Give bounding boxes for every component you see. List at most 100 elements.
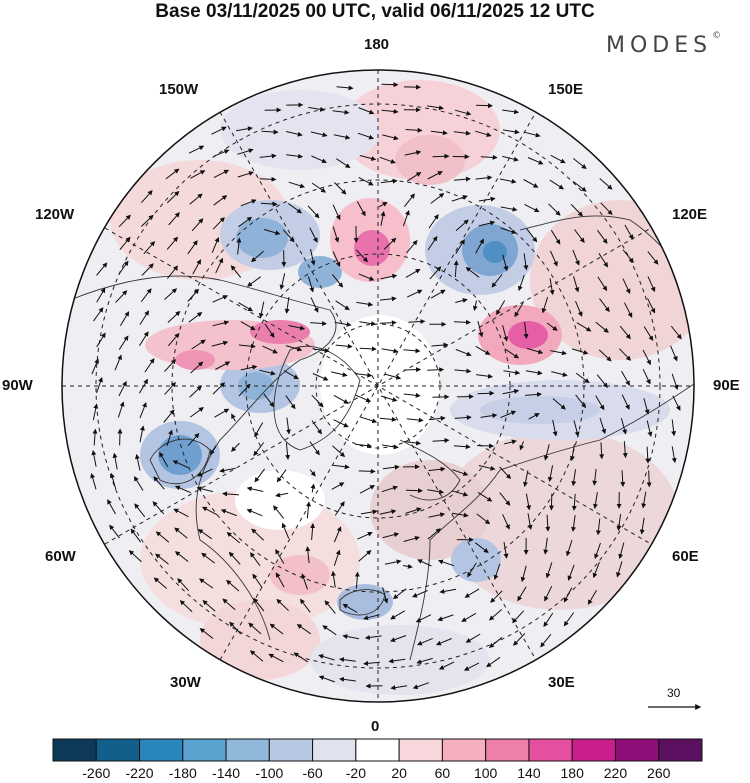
wind-arrow xyxy=(451,490,469,497)
lon-label-180: 180 xyxy=(364,36,390,53)
wind-arrow xyxy=(140,288,152,303)
wind-arrow xyxy=(236,126,253,132)
wind-arrow xyxy=(381,348,399,354)
wind-arrow xyxy=(671,373,679,390)
wind-arrow xyxy=(570,204,583,217)
wind-arrow xyxy=(622,441,628,459)
colorbar-tick-label: -100 xyxy=(255,765,284,781)
wind-arrow xyxy=(212,320,230,327)
wind-arrow xyxy=(238,216,253,228)
wind-arrow xyxy=(287,203,303,214)
colorbar-bin xyxy=(95,738,141,762)
wind-arrow xyxy=(310,297,319,313)
wind-arrow xyxy=(416,657,433,665)
wind-arrow xyxy=(342,603,358,613)
wind-arrow xyxy=(380,211,386,226)
colorbar-bin xyxy=(182,738,227,762)
wind-arrow xyxy=(463,662,480,671)
wind-arrow xyxy=(575,301,583,317)
wind-arrow xyxy=(527,513,533,530)
wind-arrow xyxy=(545,514,551,532)
wind-arrow xyxy=(174,527,188,539)
wind-arrow xyxy=(240,364,258,371)
wind-arrow xyxy=(246,276,261,287)
wind-arrow xyxy=(621,394,630,410)
wind-arrow xyxy=(478,220,496,227)
wind-arrow xyxy=(220,509,237,517)
wind-arrow xyxy=(251,528,265,541)
wind-arrow xyxy=(380,178,398,184)
wind-arrow xyxy=(336,158,351,169)
wind-arrow xyxy=(600,202,613,216)
wind-arrow xyxy=(355,249,368,263)
wind-arrow xyxy=(390,685,408,691)
wind-arrow xyxy=(552,398,566,410)
wind-arrow xyxy=(388,658,406,664)
wind-arrow xyxy=(240,199,257,207)
wind-arrow xyxy=(475,175,493,181)
wind-arrow xyxy=(112,452,118,470)
wind-arrow xyxy=(541,296,549,314)
wind-arrow xyxy=(599,417,607,435)
wind-arrow xyxy=(417,559,432,567)
wind-arrow xyxy=(500,410,517,419)
wind-arrow xyxy=(379,296,397,302)
wind-arrow xyxy=(415,614,432,623)
wind-arrow xyxy=(118,260,129,275)
wind-arrow xyxy=(428,415,446,421)
wind-arrow xyxy=(550,250,558,267)
wind-arrow xyxy=(427,367,445,373)
wind-arrow xyxy=(546,322,558,331)
wind-arrow xyxy=(360,509,378,515)
wind-arrow xyxy=(138,378,149,394)
modes-brand-logo: MODES© xyxy=(606,31,722,58)
wind-arrow xyxy=(461,612,477,622)
wind-arrow xyxy=(359,485,376,494)
lon-label-30w: 30W xyxy=(170,674,201,691)
wind-arrow xyxy=(332,464,350,470)
wind-arrow xyxy=(360,416,378,424)
wind-arrow xyxy=(139,425,145,443)
wind-arrow xyxy=(476,373,493,379)
wind-arrow xyxy=(301,573,308,590)
wind-arrow xyxy=(335,300,350,311)
wind-arrow xyxy=(572,181,587,192)
wind-arrow xyxy=(480,413,498,419)
wind-arrow xyxy=(565,539,573,557)
wind-arrow xyxy=(166,429,173,446)
wind-arrow xyxy=(211,236,220,253)
wind-arrow xyxy=(248,622,262,635)
wind-arrow xyxy=(215,361,231,370)
wind-arrow xyxy=(502,388,520,395)
wind-arrow xyxy=(310,523,316,541)
colorbar-tick-label: -20 xyxy=(345,765,366,781)
colorbar-tick-label: -140 xyxy=(212,765,241,781)
wind-arrow xyxy=(547,465,554,482)
wind-arrow xyxy=(279,273,286,290)
wind-arrow xyxy=(519,441,525,451)
wind-arrow xyxy=(155,531,170,543)
wind-arrow xyxy=(254,468,266,483)
wind-arrow xyxy=(334,182,347,195)
wind-arrow xyxy=(153,577,168,589)
wind-arrow xyxy=(624,224,634,240)
wind-arrow xyxy=(594,542,601,560)
wind-arrow xyxy=(285,395,296,410)
wind-arrow xyxy=(551,371,568,377)
wind-arrow xyxy=(226,579,240,592)
wind-arrow xyxy=(642,368,651,385)
wind-arrow xyxy=(201,552,216,564)
wind-arrow xyxy=(167,332,180,347)
wind-arrow xyxy=(332,274,344,288)
wind-arrow xyxy=(453,260,459,278)
wind-arrow xyxy=(428,466,446,472)
wind-arrow xyxy=(139,402,147,419)
wind-arrow xyxy=(153,476,165,490)
wind-arrow xyxy=(380,273,398,280)
wind-arrow xyxy=(499,466,512,480)
wind-arrow xyxy=(293,652,308,663)
lon-label-120w: 120W xyxy=(35,206,75,223)
wind-arrow xyxy=(592,492,598,509)
wind-arrow xyxy=(246,486,264,492)
wind-arrow xyxy=(382,532,400,539)
